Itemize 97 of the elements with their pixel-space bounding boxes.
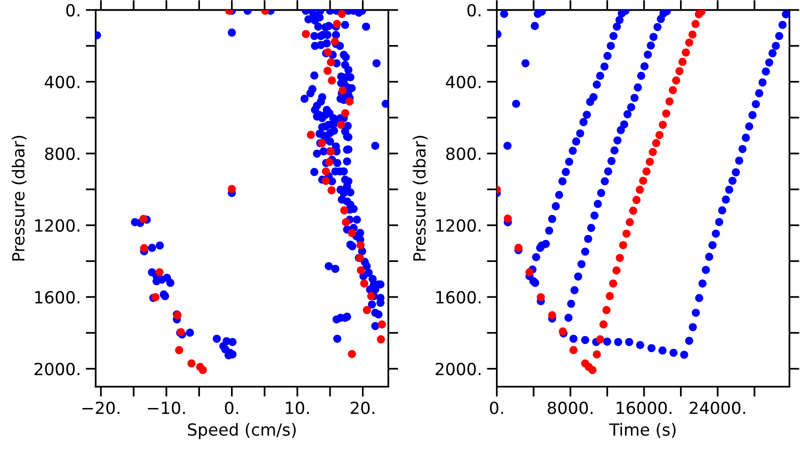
x-tick-label: 0. (490, 402, 503, 414)
point (629, 206, 638, 215)
point (378, 320, 386, 328)
point (302, 30, 310, 38)
point (596, 335, 604, 344)
point (672, 76, 680, 85)
y-tick-label: 400. (44, 76, 80, 88)
point (685, 38, 694, 47)
y-tick-label: 1200. (35, 219, 80, 232)
point (655, 130, 664, 140)
point (658, 120, 667, 129)
point (599, 320, 608, 328)
point (636, 186, 644, 194)
y-tick-label: 0. (467, 4, 480, 17)
point (322, 167, 330, 176)
x-tick-label: 0. (225, 402, 238, 414)
point (697, 10, 706, 16)
point (626, 218, 634, 226)
point (525, 268, 534, 276)
point (340, 206, 348, 214)
x-tick-label: −10. (148, 402, 185, 414)
point (665, 97, 674, 106)
point (662, 109, 670, 118)
point (612, 266, 621, 274)
point (140, 244, 148, 252)
point (646, 158, 654, 166)
point (548, 311, 556, 320)
x-tick-label: 16000. (616, 402, 672, 414)
point (322, 176, 330, 185)
point (619, 241, 628, 250)
point (360, 279, 368, 288)
point (668, 86, 677, 94)
y-axis-title: Pressure (dbar) (12, 136, 27, 261)
point (328, 76, 336, 85)
point (367, 292, 376, 300)
point (632, 196, 641, 204)
y-tick-label: 0. (66, 4, 80, 17)
point (325, 158, 334, 166)
point (536, 293, 545, 302)
point (639, 176, 648, 185)
point (691, 20, 700, 28)
point (652, 139, 660, 148)
point (306, 130, 315, 139)
point (642, 167, 651, 176)
y-tick-label: 400. (446, 76, 480, 88)
x-tick-label: 8000. (548, 402, 592, 414)
x-tick-label: 24000. (690, 402, 746, 414)
y-axis-title: Pressure (dbar) (412, 136, 428, 261)
point (616, 254, 624, 262)
point (569, 346, 578, 354)
point (139, 214, 148, 224)
y-tick-label: 2000. (436, 362, 480, 376)
point (602, 306, 611, 314)
point (198, 366, 207, 374)
x-tick-label: 20. (350, 402, 374, 414)
point (678, 58, 687, 66)
y-tick-label: 2000. (34, 362, 80, 376)
point (175, 346, 184, 354)
point (326, 58, 335, 66)
x-axis-title: Time (s) (609, 422, 676, 438)
y-tick-label: 1600. (436, 290, 480, 304)
point (588, 366, 597, 374)
point (356, 266, 365, 274)
point (609, 279, 618, 288)
y-tick-label: 1600. (35, 290, 80, 304)
point (336, 120, 345, 129)
point (376, 335, 385, 344)
point (228, 184, 236, 194)
y-tick-label: 800. (446, 147, 480, 160)
point (346, 97, 354, 106)
point (606, 292, 614, 300)
point (682, 48, 690, 57)
point (362, 306, 371, 314)
point (338, 10, 346, 18)
point (341, 109, 350, 118)
point (648, 148, 657, 156)
point (332, 20, 341, 28)
point (338, 86, 347, 95)
point (592, 350, 601, 358)
x-axis-title: Speed (cm/s) (188, 422, 296, 440)
point (324, 66, 332, 75)
point (348, 350, 356, 358)
point (328, 186, 336, 194)
y-tick-label: 1200. (436, 219, 480, 232)
point (622, 230, 631, 238)
point (348, 228, 356, 238)
x-tick-label: −20. (82, 402, 120, 414)
point (675, 67, 684, 76)
point (356, 241, 365, 250)
x-tick-label: 10. (286, 402, 309, 414)
point (514, 244, 523, 252)
point (155, 268, 164, 276)
point (504, 214, 512, 223)
point (688, 30, 697, 39)
y-tick-label: 800. (45, 147, 80, 160)
point (342, 218, 350, 226)
point (187, 359, 196, 368)
